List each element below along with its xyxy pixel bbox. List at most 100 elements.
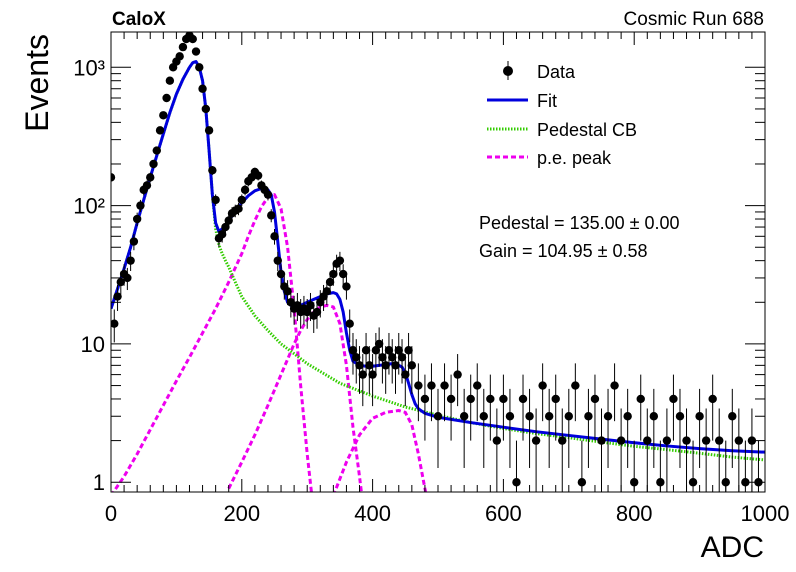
data-point xyxy=(505,388,515,468)
data-point-marker xyxy=(531,436,541,445)
data-point-marker xyxy=(397,353,407,362)
x-tick-label: 200 xyxy=(223,501,260,526)
data-point-marker xyxy=(616,436,626,445)
data-point xyxy=(234,202,243,216)
legend-label-pe-peak: p.e. peak xyxy=(537,148,612,168)
data-point-marker xyxy=(407,361,417,370)
data-point xyxy=(407,346,417,394)
data-point-marker xyxy=(427,381,436,390)
data-point xyxy=(146,172,155,183)
data-point-marker xyxy=(293,301,302,310)
data-point-marker xyxy=(473,381,482,390)
data-point xyxy=(345,309,354,343)
data-point-marker xyxy=(129,237,139,246)
data-point xyxy=(590,374,600,441)
data-point-marker xyxy=(518,394,528,404)
data-point xyxy=(551,374,560,441)
data-point-marker xyxy=(505,412,515,421)
data-point xyxy=(512,440,521,492)
data-point xyxy=(571,363,580,422)
legend-entry-pedestal: Pedestal CB xyxy=(487,120,637,140)
data-point-marker xyxy=(208,166,217,175)
data-point-marker xyxy=(165,76,175,85)
data-point-marker xyxy=(191,47,201,56)
data-point-marker xyxy=(656,478,665,487)
data-point xyxy=(270,229,279,245)
data-point-marker xyxy=(159,111,168,120)
data-point xyxy=(253,171,263,181)
data-point xyxy=(329,264,338,286)
data-point-marker xyxy=(388,353,397,362)
data-point xyxy=(188,34,197,44)
data-point-marker xyxy=(440,381,449,390)
pe-peak-3-curve xyxy=(333,409,428,492)
data-point-marker xyxy=(149,159,158,169)
data-point xyxy=(715,408,724,492)
data-point-marker xyxy=(492,436,502,445)
data-point xyxy=(126,251,135,271)
data-point-marker xyxy=(338,269,348,279)
data-point xyxy=(159,111,168,120)
data-point-marker xyxy=(688,478,698,487)
data-point xyxy=(175,52,184,61)
data-point xyxy=(286,290,296,318)
data-point-marker xyxy=(401,370,410,379)
data-point xyxy=(499,374,508,441)
data-point-marker xyxy=(365,361,374,370)
data-point xyxy=(211,194,220,206)
data-point xyxy=(335,251,345,271)
data-point-marker xyxy=(414,381,423,390)
data-point-marker xyxy=(358,370,367,379)
data-point-marker xyxy=(306,301,315,310)
data-point-marker xyxy=(325,277,335,287)
data-point-marker xyxy=(152,146,161,155)
data-point xyxy=(564,388,573,468)
data-point-marker xyxy=(195,63,204,72)
data-point-marker xyxy=(378,353,387,362)
data-point xyxy=(384,332,394,375)
data-point xyxy=(338,264,348,286)
data-point-marker xyxy=(479,412,488,421)
data-point-marker xyxy=(551,394,560,404)
data-point-marker xyxy=(303,307,312,317)
data-point xyxy=(728,388,737,468)
x-axis-title: ADC xyxy=(701,531,764,564)
data-point-marker xyxy=(345,319,354,328)
data-point xyxy=(701,408,711,492)
data-point xyxy=(525,388,534,468)
data-point xyxy=(149,159,158,169)
data-point-marker xyxy=(188,34,197,44)
data-point-marker xyxy=(267,211,276,220)
x-tick-label: 0 xyxy=(105,501,117,526)
data-point xyxy=(358,354,367,407)
data-point-marker xyxy=(162,93,171,103)
data-point-marker xyxy=(433,412,443,421)
data-point xyxy=(401,354,410,407)
data-point xyxy=(293,292,302,322)
data-point-marker xyxy=(512,478,521,487)
legend-data-marker xyxy=(503,66,513,76)
data-point-marker xyxy=(610,381,619,390)
data-point-marker xyxy=(538,381,547,390)
data-point xyxy=(427,363,436,422)
data-point xyxy=(623,388,632,468)
data-point xyxy=(342,275,351,300)
data-point xyxy=(636,374,645,441)
data-point xyxy=(391,346,400,394)
data-point-marker xyxy=(253,171,263,180)
data-point-marker xyxy=(322,287,332,296)
data-point xyxy=(440,363,449,422)
data-point-marker xyxy=(178,42,188,52)
data-point-marker xyxy=(453,370,462,379)
data-point xyxy=(649,388,659,468)
data-point xyxy=(267,209,276,223)
legend-label-pedestal: Pedestal CB xyxy=(537,120,637,140)
legend-entry-data: Data xyxy=(503,61,576,82)
data-point-marker xyxy=(286,298,296,307)
data-point-marker xyxy=(237,195,246,205)
data-point xyxy=(136,199,145,212)
data-point xyxy=(433,388,443,468)
data-point-marker xyxy=(747,436,757,445)
data-point-marker xyxy=(263,190,273,199)
